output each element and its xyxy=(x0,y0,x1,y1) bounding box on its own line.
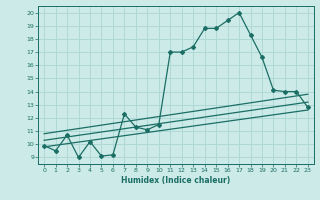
X-axis label: Humidex (Indice chaleur): Humidex (Indice chaleur) xyxy=(121,176,231,185)
